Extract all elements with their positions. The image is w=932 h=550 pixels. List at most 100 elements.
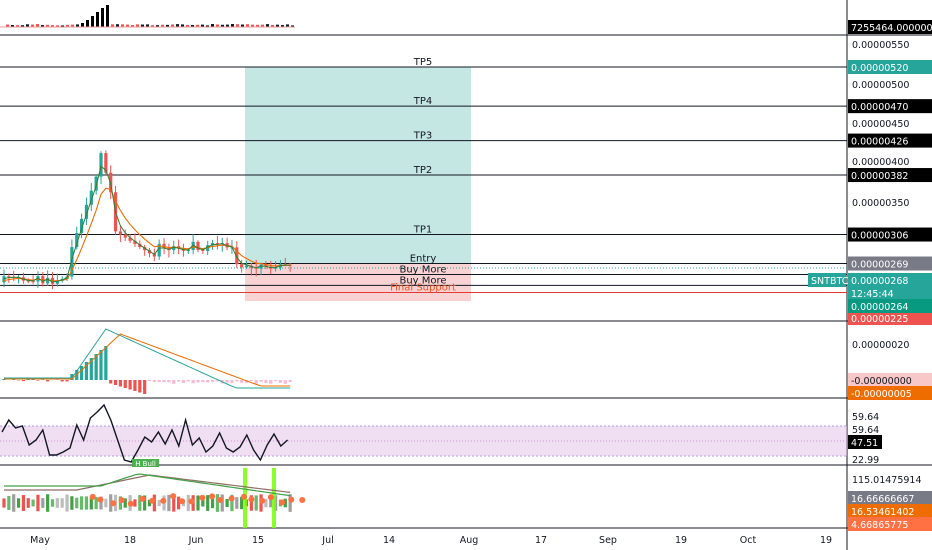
rsi-line [1, 403, 289, 463]
candle [94, 176, 98, 191]
volume-bar [131, 25, 134, 27]
macd-histogram-bar [60, 380, 64, 382]
volume-bar [246, 24, 249, 27]
indicator-bar [201, 499, 205, 507]
volume-bar [51, 25, 54, 27]
indicator-dot [259, 497, 266, 504]
volume-bar [211, 24, 214, 27]
indicator-bar [80, 496, 84, 510]
volume-bar [236, 24, 239, 27]
rsi-axis-tick-label: 59.64 [852, 425, 879, 436]
indicator-bar [215, 494, 219, 512]
close-price-tag-text: 0.00000264 [851, 302, 908, 313]
bottom-value-tag-text: 16.66666667 [851, 494, 914, 505]
bottom-value-tag [848, 504, 932, 518]
indicator-bar [147, 499, 152, 507]
volume-bar [266, 24, 269, 27]
indicator-dot [89, 493, 96, 500]
macd-histogram-bar [104, 346, 108, 380]
volume-bar [21, 25, 24, 27]
indicator-bar [210, 497, 215, 509]
indicator-highlight [272, 468, 276, 528]
level-price-tag [848, 227, 932, 242]
volume-bar [96, 12, 99, 27]
macd-histogram-bar [186, 380, 190, 382]
level-label: TP1 [413, 225, 433, 236]
indicator-bar [220, 494, 224, 512]
indicator-bar [89, 496, 93, 510]
volume-bar [101, 8, 104, 27]
volume-bar [146, 24, 149, 27]
indicator-dot [199, 494, 206, 501]
indicator-bar [254, 495, 258, 511]
indicator-bar [12, 494, 16, 512]
indicator-dot [209, 493, 216, 500]
ma-line-green [3, 165, 291, 283]
indicator-bar [99, 496, 103, 510]
macd-histogram-bar [210, 380, 215, 382]
macd-histogram-bar [196, 380, 200, 383]
x-axis-tick-label: 19 [675, 535, 687, 546]
macd-axis-tick-label: 0.00000020 [852, 340, 909, 351]
volume-bar [121, 24, 124, 27]
indicator-bar [172, 494, 176, 512]
current-price-tag [848, 273, 932, 287]
candle [162, 243, 166, 249]
macd-histogram-bar [264, 380, 268, 384]
macd-histogram-bar [249, 380, 253, 382]
candle [157, 243, 161, 257]
level-price-tag-text: 0.00000382 [851, 171, 908, 182]
macd-histogram-bar [26, 379, 30, 380]
candle [244, 265, 249, 268]
candle [123, 234, 127, 238]
volume-bar [206, 25, 209, 27]
bottom-value-tag [848, 491, 932, 505]
candle [172, 246, 176, 251]
volume-bar [251, 24, 254, 27]
volume-value-tag-text: 7255464.00000000 [851, 23, 932, 34]
macd-signal-line [4, 333, 291, 387]
indicator-bar [196, 495, 200, 511]
macd-histogram-bar [113, 380, 118, 385]
volume-bar [141, 24, 144, 27]
macd-histogram-bar [80, 366, 84, 380]
macd-histogram-bar [94, 354, 98, 380]
x-axis-tick-label: Aug [460, 535, 479, 546]
countdown-tag-text: 12:45:44 [851, 289, 894, 300]
level-price-tag-text: 0.00000269 [851, 260, 908, 271]
macd-histogram-bar [201, 380, 205, 383]
indicator-bar [288, 494, 292, 512]
target-zone [245, 67, 471, 264]
candle [55, 280, 59, 284]
indicator-dot [139, 495, 146, 502]
symbol-tag-text: SNTBTC [811, 276, 849, 287]
volume-bar [291, 25, 294, 27]
indicator-dot [118, 497, 125, 504]
volume-bar [36, 24, 39, 27]
symbol-tag [808, 273, 846, 287]
indicator-dot [248, 496, 255, 503]
level-label: Entry [410, 254, 437, 265]
candle [2, 276, 6, 283]
price-axis-tick-label: 0.00000400 [852, 157, 909, 168]
indicator-bar [240, 496, 244, 510]
candle [215, 243, 219, 245]
level-price-tag [848, 99, 932, 114]
macd-histogram-bar [206, 380, 210, 383]
candle [210, 243, 215, 246]
volume-bar [151, 25, 154, 27]
candle [133, 240, 137, 244]
macd-histogram-bar [269, 380, 273, 384]
macd-histogram-bar [230, 380, 234, 384]
macd-histogram-bar [70, 374, 74, 380]
indicator-bar [225, 498, 229, 508]
x-axis-tick-label: May [30, 535, 50, 546]
indicator-line-green [4, 473, 291, 497]
indicator-dot [178, 498, 185, 505]
level-price-tag-text: 0.00000426 [851, 137, 908, 148]
countdown-tag [848, 286, 932, 300]
volume-bar [6, 24, 9, 27]
indicator-bar [75, 497, 79, 509]
indicator-dot [188, 498, 195, 505]
